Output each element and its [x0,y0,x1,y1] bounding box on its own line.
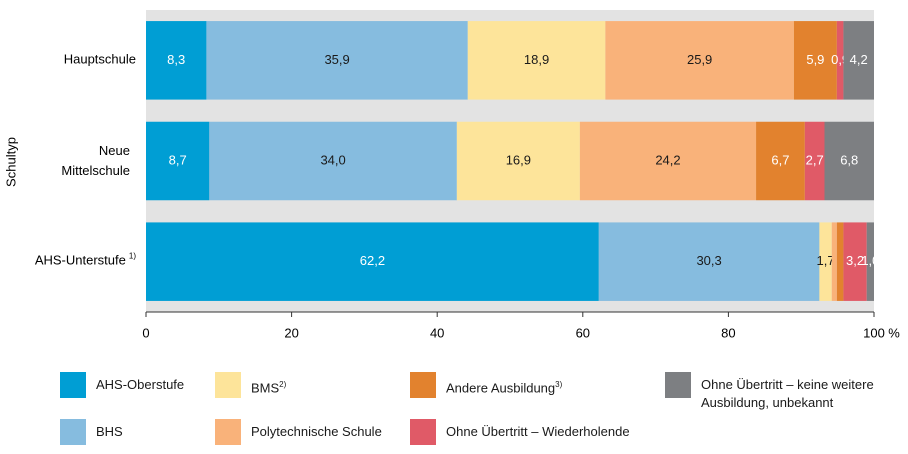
y-tick-label: Hauptschule [64,52,136,67]
legend-label: AHS-Oberstufe [96,377,185,392]
data-label: 8,7 [169,152,187,167]
x-unit: % [888,325,900,340]
legend-note: 2) [279,380,287,389]
data-label: 3,2 [846,253,864,268]
bar-segment [579,121,757,201]
legend-note: 3) [555,380,563,389]
legend-swatch [215,419,241,445]
y-axis-label: Schultyp [3,137,18,187]
bar-segment [793,21,837,100]
data-label: 1,7 [817,253,835,268]
bar-segment [756,121,805,201]
x-tick-label: 60 [576,325,590,340]
data-label: 34,0 [320,152,345,167]
x-tick-label: 20 [284,325,298,340]
legend-label: Polytechnische Schule [251,424,382,439]
y-tick-label: Neue Mittelschule [61,143,130,178]
y-tick-label-wrap: Neue Mittelschule [61,143,130,178]
legend-swatch [410,419,436,445]
bar-segment [836,222,844,301]
x-tick-label: 80 [721,325,735,340]
bar-segment [598,222,820,301]
legend-item: BHS [60,419,123,445]
bar-segment [146,21,207,100]
legend-swatch [410,372,436,398]
legend-item: Polytechnische Schule [215,419,382,445]
data-label: 8,3 [167,52,185,67]
bar-segment [456,121,580,201]
legend-item: BMS2) [215,372,287,398]
legend-swatch [215,372,241,398]
legend-swatch [665,372,691,398]
data-label: 6,7 [771,152,789,167]
x-tick-label: 100 [863,325,885,340]
bar-segment [819,222,832,301]
x-tick-label: 0 [142,325,149,340]
legend-item: Andere Ausbildung3) [410,372,563,398]
data-label: 25,9 [687,52,712,67]
legend-swatch [60,372,86,398]
category-note: 1) [129,252,136,261]
data-label: 2,7 [806,152,824,167]
bar-segment [467,21,606,100]
data-label: 16,9 [506,152,531,167]
bar-segment [146,222,599,301]
data-label: 24,2 [655,152,680,167]
data-label: 6,8 [840,152,858,167]
bar-segment [206,21,468,100]
data-label: 18,9 [524,52,549,67]
y-tick-label: AHS-Unterstufe 1) [35,252,136,268]
data-label: 35,9 [324,52,349,67]
bar-segment [146,121,210,201]
bar-segment [209,121,457,201]
legend-label: BMS [251,380,280,396]
bar-segment [843,21,874,100]
category-name: AHS-Unterstufe [35,253,126,268]
bar-segment [824,121,874,201]
legend-item: Ohne Übertritt – keine weitere Ausbildun… [665,372,895,412]
x-tick-label: 40 [430,325,444,340]
legend-label: Ohne Übertritt – keine weitere Ausbildun… [701,377,874,410]
chart: Schultyp 8,3 35,9 18,9 25,9 5,9 0,9 4,2Hauptsc… [3,10,900,340]
bar-segment [866,222,874,301]
bar-segment [804,121,825,201]
data-label: 62,2 [360,253,385,268]
data-label: 5,9 [806,52,824,67]
legend-label: Ohne Übertritt – Wiederholende [446,424,630,439]
category-name: Hauptschule [64,52,136,67]
legend-item: AHS-Oberstufe [60,372,185,398]
bar-segment [843,222,867,301]
data-label: 4,2 [850,52,868,67]
data-label: 30,3 [696,253,721,268]
data-label: 1,0 [861,253,879,268]
legend-label: BHS [96,424,123,439]
bar-segment [836,21,844,100]
bar-segment [605,21,794,100]
legend-swatch [60,419,86,445]
legend-label: Andere Ausbildung [446,380,556,396]
legend-item: Ohne Übertritt – Wiederholende [410,419,630,445]
bar-segment [831,222,837,301]
